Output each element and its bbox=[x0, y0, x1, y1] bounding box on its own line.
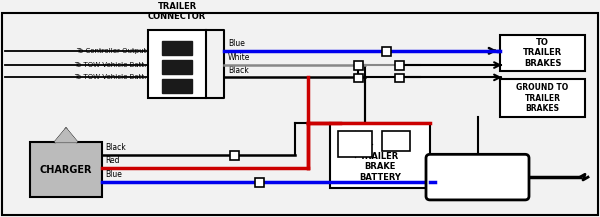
Bar bbox=[395, 74, 404, 82]
Text: To TOW Vehicle Batt.: To TOW Vehicle Batt. bbox=[74, 62, 146, 68]
Text: BREAK-AWAY
SWITCH: BREAK-AWAY SWITCH bbox=[447, 167, 508, 187]
Bar bbox=[354, 61, 363, 70]
Bar bbox=[162, 60, 192, 74]
Bar bbox=[148, 30, 206, 98]
Text: White: White bbox=[228, 53, 250, 62]
Text: Black: Black bbox=[105, 143, 126, 152]
Bar bbox=[162, 79, 192, 93]
Text: Black: Black bbox=[228, 66, 249, 75]
Text: Blue: Blue bbox=[105, 170, 122, 179]
Bar bbox=[30, 142, 102, 197]
Bar bbox=[382, 47, 391, 56]
Text: TRAILER
BRAKE
BATTERY: TRAILER BRAKE BATTERY bbox=[359, 152, 401, 182]
FancyBboxPatch shape bbox=[426, 154, 529, 200]
Bar bbox=[230, 151, 239, 160]
Text: To TOW Vehicle Batt.: To TOW Vehicle Batt. bbox=[74, 74, 146, 81]
Text: Blue: Blue bbox=[228, 39, 245, 48]
Text: GROUND TO
TRAILER
BRAKES: GROUND TO TRAILER BRAKES bbox=[517, 83, 569, 113]
Bar bbox=[255, 178, 264, 187]
Polygon shape bbox=[55, 129, 77, 142]
Text: Red: Red bbox=[105, 156, 119, 165]
Text: CHARGER: CHARGER bbox=[40, 164, 92, 174]
Bar bbox=[338, 131, 372, 157]
Bar bbox=[500, 35, 585, 71]
Text: To Controller Output: To Controller Output bbox=[76, 48, 146, 54]
Bar bbox=[395, 61, 404, 70]
Bar bbox=[382, 131, 410, 151]
Bar bbox=[162, 41, 192, 55]
Text: TRAILER
CONNECTOR: TRAILER CONNECTOR bbox=[148, 2, 206, 21]
Bar bbox=[330, 123, 430, 187]
Bar bbox=[354, 74, 363, 82]
Bar bbox=[500, 79, 585, 117]
Text: TO
TRAILER
BRAKES: TO TRAILER BRAKES bbox=[523, 38, 562, 68]
